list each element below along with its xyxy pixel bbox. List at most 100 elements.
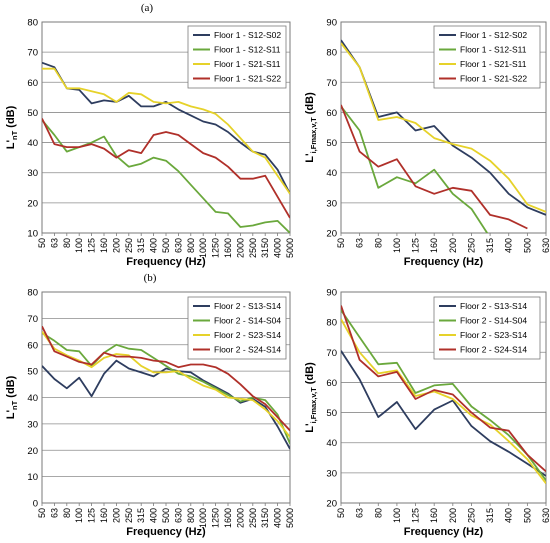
y-tick-label: 20 <box>326 499 337 510</box>
y-tick-label: 60 <box>27 78 38 89</box>
y-tick-label: 20 <box>27 446 38 457</box>
x-tick-label: 630 <box>541 238 550 253</box>
y-tick-label: 70 <box>27 314 38 325</box>
legend-label: Floor 1 - S21-S22 <box>214 74 281 84</box>
series-line <box>341 318 546 484</box>
y-tick-label: 70 <box>326 78 337 89</box>
chart-b-right: 20 30 40 50 60 70 80 90 50 63 80 100 125 160 200 250 315… <box>304 288 550 539</box>
x-tick-label: 2500 <box>248 238 258 258</box>
x-tick-label: 400 <box>504 238 514 253</box>
x-tick-label: 63 <box>49 238 59 248</box>
series-line <box>341 350 546 477</box>
x-tick-label: 2500 <box>248 508 258 528</box>
x-tick-label: 125 <box>411 238 421 253</box>
x-tick-label: 1600 <box>223 508 233 528</box>
y-tick-label: 40 <box>27 138 38 149</box>
y-tick-label: 40 <box>326 438 337 449</box>
series-line <box>341 305 546 473</box>
plot-frame <box>340 291 547 504</box>
x-tick-label: 160 <box>429 508 439 523</box>
x-tick-label: 100 <box>392 508 402 523</box>
x-tick-label: 160 <box>429 238 439 253</box>
y-tick-label: 60 <box>326 378 337 389</box>
legend-label: Floor 2 - S23-S14 <box>214 330 281 340</box>
legend-label: Floor 2 - S24-S14 <box>214 345 281 355</box>
x-tick-label: 50 <box>37 238 47 248</box>
x-tick-label: 63 <box>49 508 59 518</box>
y-tick-label: 30 <box>27 419 38 430</box>
x-tick-label: 250 <box>466 238 476 253</box>
legend-label: Floor 1 - S12-S02 <box>460 30 527 40</box>
y-tick-label: 50 <box>326 408 337 419</box>
x-tick-label: 80 <box>373 508 383 518</box>
x-tick-label: 5000 <box>285 508 295 528</box>
legend-label: Floor 1 - S12-S11 <box>460 45 527 55</box>
x-tick-label: 5000 <box>285 238 295 258</box>
y-tick-label: 40 <box>326 168 337 179</box>
y-tick-label: 50 <box>27 367 38 378</box>
y-tick-label: 50 <box>27 108 38 119</box>
x-tick-label: 63 <box>355 238 365 248</box>
y-tick-label: 20 <box>326 229 337 240</box>
series-line <box>42 67 290 195</box>
y-tick-label: 80 <box>326 318 337 329</box>
x-tick-label: 125 <box>87 508 97 523</box>
x-tick-label: 1600 <box>223 238 233 258</box>
x-tick-label: 500 <box>161 238 171 253</box>
y-axis-label: L'i,Fmax,v,T (dB) <box>304 92 318 163</box>
x-tick-label: 100 <box>74 238 84 253</box>
x-tick-label: 315 <box>136 508 146 523</box>
y-tick-label: 60 <box>27 340 38 351</box>
x-tick-label: 1250 <box>211 508 221 528</box>
x-axis-label: Frequency (Hz) <box>404 256 484 268</box>
y-tick-label: 80 <box>27 288 38 299</box>
x-tick-label: 160 <box>99 508 109 523</box>
y-axis-label: L'i,Fmax,v,T (dB) <box>304 362 318 433</box>
y-tick-label: 40 <box>27 393 38 404</box>
series-line <box>42 325 290 432</box>
x-tick-label: 200 <box>111 238 121 253</box>
legend-label: Floor 1 - S12-S02 <box>214 30 281 40</box>
y-tick-label: 70 <box>27 48 38 59</box>
y-tick-label: 70 <box>326 348 337 359</box>
x-tick-label: 200 <box>448 508 458 523</box>
x-tick-label: 3150 <box>260 508 270 528</box>
x-axis-label: Frequency (Hz) <box>126 256 206 268</box>
x-tick-label: 630 <box>173 238 183 253</box>
x-tick-label: 80 <box>62 238 72 248</box>
y-tick-label: 30 <box>27 168 38 179</box>
y-axis-label: L'nT (dB) <box>5 375 19 419</box>
legend-label: Floor 2 - S14-S04 <box>214 316 281 326</box>
series-line <box>341 309 546 481</box>
x-tick-label: 315 <box>485 238 495 253</box>
legend-label: Floor 2 - S13-S14 <box>460 301 527 311</box>
x-tick-label: 400 <box>504 508 514 523</box>
plot-frame <box>340 21 547 234</box>
y-tick-label: 50 <box>326 138 337 149</box>
panel-label-b: (b) <box>143 272 157 284</box>
x-tick-label: 2000 <box>235 508 245 528</box>
legend-label: Floor 1 - S21-S11 <box>460 59 527 69</box>
x-tick-label: 200 <box>111 508 121 523</box>
x-tick-label: 4000 <box>273 238 283 258</box>
x-tick-label: 100 <box>74 508 84 523</box>
x-tick-label: 63 <box>355 508 365 518</box>
x-tick-label: 160 <box>99 238 109 253</box>
y-tick-label: 90 <box>326 288 337 299</box>
y-tick-label: 80 <box>27 18 38 29</box>
x-tick-label: 125 <box>87 238 97 253</box>
y-axis-label: L'nT (dB) <box>5 105 19 149</box>
x-tick-label: 400 <box>149 238 159 253</box>
x-tick-label: 800 <box>186 508 196 523</box>
x-tick-label: 1250 <box>211 238 221 258</box>
x-tick-label: 50 <box>336 508 346 518</box>
legend-label: Floor 2 - S24-S14 <box>460 345 527 355</box>
x-tick-label: 250 <box>466 508 476 523</box>
x-tick-label: 4000 <box>273 508 283 528</box>
panel-label-a: (a) <box>140 2 154 14</box>
y-tick-label: 80 <box>326 48 337 59</box>
x-tick-label: 1000 <box>198 508 208 528</box>
